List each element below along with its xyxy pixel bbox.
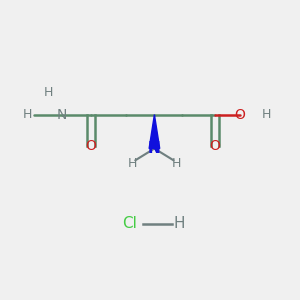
Text: H: H	[23, 108, 32, 121]
Text: Cl: Cl	[122, 216, 137, 231]
Text: O: O	[234, 108, 245, 122]
Text: H: H	[174, 216, 185, 231]
Text: N: N	[148, 141, 161, 156]
Text: H: H	[262, 108, 271, 121]
Polygon shape	[149, 115, 160, 148]
Text: H: H	[128, 157, 137, 170]
Text: N: N	[56, 108, 67, 122]
Text: O: O	[86, 139, 97, 153]
Text: H: H	[44, 86, 53, 99]
Text: O: O	[209, 139, 220, 153]
Text: H: H	[172, 157, 181, 170]
